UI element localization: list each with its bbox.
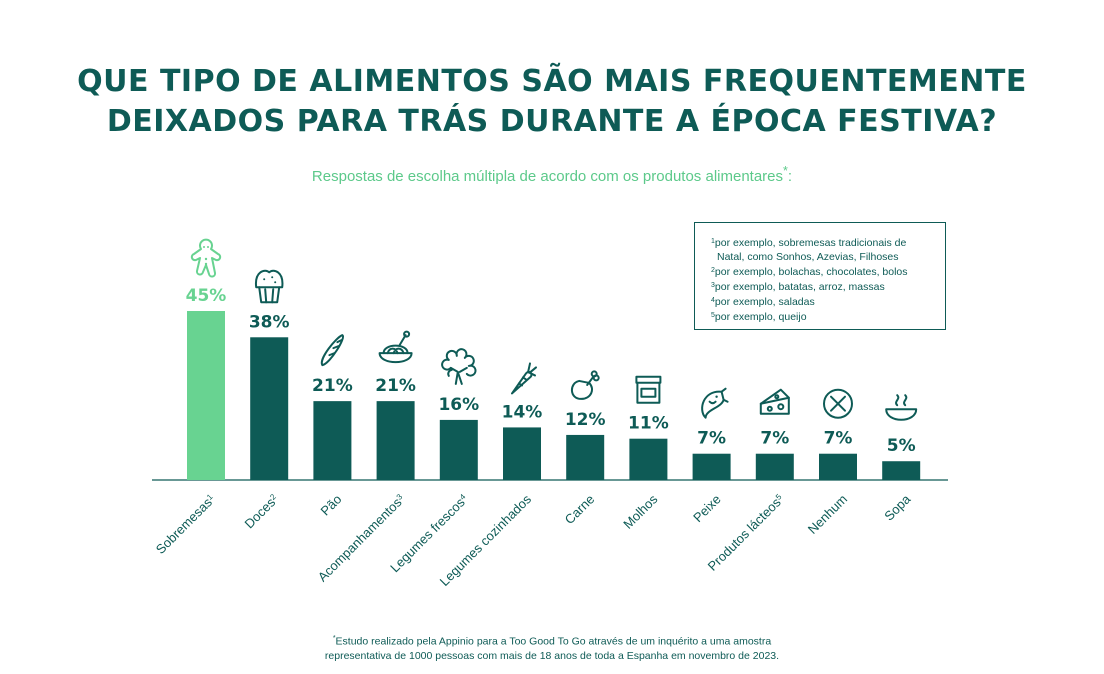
bar-doces xyxy=(250,337,289,480)
broccoli-icon xyxy=(441,348,477,385)
value-label: 11% xyxy=(628,414,669,434)
gingerbread-icon xyxy=(190,238,222,278)
bar-nenhum xyxy=(819,453,857,480)
category-superscript: 1 xyxy=(205,491,215,501)
value-label: 5% xyxy=(887,436,916,456)
value-label: 38% xyxy=(249,312,290,332)
cross-circle-icon xyxy=(823,388,853,419)
bar-pão xyxy=(313,401,352,480)
category-label: Sobremesas1 xyxy=(153,491,219,557)
soup-bowl-icon xyxy=(885,394,918,421)
chicken-leg-icon xyxy=(570,370,600,400)
carrot-icon xyxy=(511,362,537,395)
chart-subtitle: Respostas de escolha múltipla de acordo … xyxy=(0,164,1104,185)
legend-line: 4por exemplo, saladas xyxy=(711,296,815,308)
legend-line: 1por exemplo, sobremesas tradicionais de xyxy=(711,237,907,249)
footnote-line-2: representativa de 1000 pessoas com mais … xyxy=(324,649,780,662)
bar-carne xyxy=(566,434,605,480)
footnote: *Estudo realizado pela Appinio para a To… xyxy=(0,632,1104,663)
chart-title: QUE TIPO DE ALIMENTOS SÃO MAIS FREQUENTE… xyxy=(0,62,1104,142)
bar-sopa xyxy=(882,461,921,480)
subtitle-tail: : xyxy=(787,168,793,185)
pasta-bowl-icon xyxy=(378,330,413,364)
category-label: Molhos xyxy=(620,491,661,532)
value-label: 14% xyxy=(502,402,543,422)
category-superscript: 4 xyxy=(458,491,468,501)
subtitle-mark: * xyxy=(783,164,788,178)
category-superscript: 5 xyxy=(774,491,784,501)
value-label: 7% xyxy=(697,429,726,449)
legend-line: 5por exemplo, queijo xyxy=(711,311,807,323)
value-label: 7% xyxy=(824,429,853,449)
bar-acompanhamentos xyxy=(376,401,415,480)
title-line-1: QUE TIPO DE ALIMENTOS SÃO MAIS FREQUENTE… xyxy=(77,64,1027,99)
cheese-icon xyxy=(759,388,790,415)
bar-legumes-cozinhados xyxy=(503,427,541,480)
value-label: 16% xyxy=(438,395,479,415)
category-label: Carne xyxy=(562,492,598,528)
legend-box: 1por exemplo, sobremesas tradicionais de… xyxy=(694,222,946,330)
category-superscript: 3 xyxy=(394,491,404,501)
bar-produtos-lácteos xyxy=(755,453,794,480)
bar-legumes-frescos xyxy=(439,419,478,480)
value-label: 7% xyxy=(760,429,789,449)
category-label: Peixe xyxy=(690,492,724,526)
legend-line: Natal, como Sonhos, Azevias, Filhoses xyxy=(717,251,899,263)
bar-sobremesas xyxy=(187,311,225,480)
value-label: 12% xyxy=(565,410,606,430)
title-line-2: DEIXADOS PARA TRÁS DURANTE A ÉPOCA FESTI… xyxy=(106,104,998,139)
jar-icon xyxy=(635,375,662,404)
fish-icon xyxy=(701,387,729,419)
legend-line: 3por exemplo, batatas, arroz, massas xyxy=(711,281,885,293)
category-label: Nenhum xyxy=(805,492,850,537)
subtitle-text: Respostas de escolha múltipla de acordo … xyxy=(311,168,784,185)
bar-peixe xyxy=(692,453,731,480)
category-label: Doces2 xyxy=(242,491,282,531)
footnote-line-1: *Estudo realizado pela Appinio para a To… xyxy=(332,635,772,648)
value-label: 21% xyxy=(375,376,416,396)
category-label: Pão xyxy=(318,492,345,519)
baguette-icon xyxy=(320,334,344,367)
muffin-icon xyxy=(255,269,284,304)
legend-line: 2por exemplo, bolachas, chocolates, bolo… xyxy=(711,266,908,278)
bar-molhos xyxy=(629,438,668,480)
value-label: 21% xyxy=(312,376,353,396)
value-label: 45% xyxy=(186,286,227,306)
category-superscript: 2 xyxy=(268,491,278,501)
category-label: Sopa xyxy=(881,491,914,524)
